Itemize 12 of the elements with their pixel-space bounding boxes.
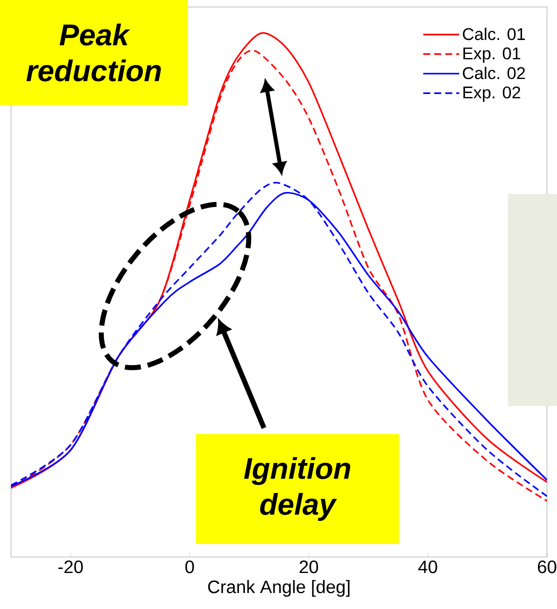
legend-label: Exp. 01 [463, 47, 520, 63]
legend-label: Exp. 02 [463, 86, 520, 102]
x-axis-title: Crank Angle [deg] [208, 580, 350, 597]
x-tick-label: 60 [538, 560, 556, 574]
x-tick-label: 0 [185, 560, 194, 574]
annotation: Ignition delay [244, 457, 350, 521]
x-tick-label: -20 [58, 560, 83, 574]
legend-label: Calc. 01 [462, 28, 525, 40]
annotation: Peak reduction [26, 24, 161, 82]
x-tick-label: 40 [418, 560, 438, 574]
legend-label: Calc. 02 [462, 66, 525, 80]
x-tick-label: 20 [300, 560, 318, 574]
